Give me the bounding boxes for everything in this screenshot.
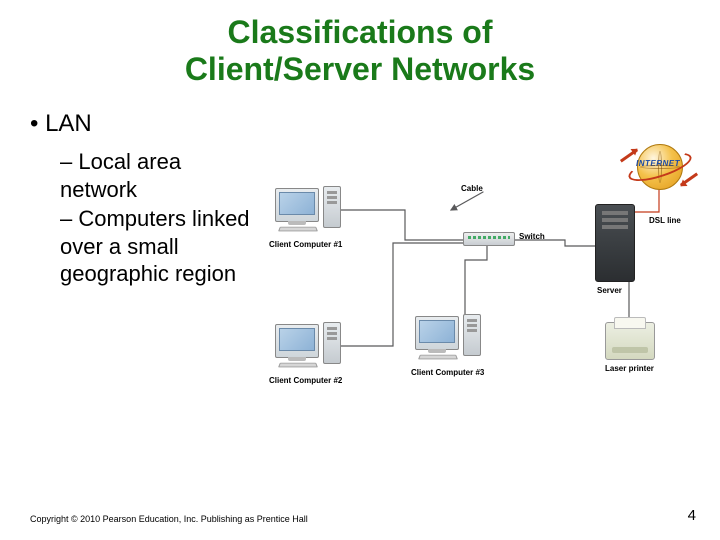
bullet-list: • LAN – Local area network – Computers l… [30,110,260,290]
printer-icon [605,322,655,360]
monitor-icon [275,324,319,358]
cable-label: Cable [461,184,483,193]
client-2-label: Client Computer #2 [269,376,342,385]
switch-icon [463,232,515,246]
client-computer-3 [415,316,459,350]
server-icon [595,204,635,282]
bullet-main: • LAN [30,110,260,138]
bullet-sub-2: – Computers linked over a small geograph… [60,205,260,288]
internet-label: INTERNET [636,159,680,168]
internet-node: INTERNET [637,144,683,190]
client-computer-2 [275,324,319,358]
tower-icon [323,186,341,228]
arrow-icon [680,173,698,187]
printer-label: Laser printer [605,364,654,373]
server-label: Server [597,286,622,295]
keyboard-icon [418,355,458,360]
client-3-label: Client Computer #3 [411,368,484,377]
printer-device [605,322,655,360]
network-diagram: Client Computer #1 Client Computer #2 Cl… [265,150,705,460]
client-1-label: Client Computer #1 [269,240,342,249]
bullet-sub-1: – Local area network [60,148,260,203]
tower-icon [463,314,481,356]
monitor-icon [415,316,459,350]
slide-title: Classifications of Client/Server Network… [0,0,720,88]
switch-device [463,232,515,246]
keyboard-icon [278,227,318,232]
keyboard-icon [278,363,318,368]
server-device [595,204,635,282]
title-line-2: Client/Server Networks [185,51,535,87]
client-computer-1 [275,188,319,222]
switch-label: Switch [519,232,545,241]
dsl-line-label: DSL line [649,216,681,225]
title-line-1: Classifications of [228,14,493,50]
monitor-icon [275,188,319,222]
tower-icon [323,322,341,364]
page-number: 4 [688,507,696,524]
copyright-footer: Copyright © 2010 Pearson Education, Inc.… [30,514,308,524]
